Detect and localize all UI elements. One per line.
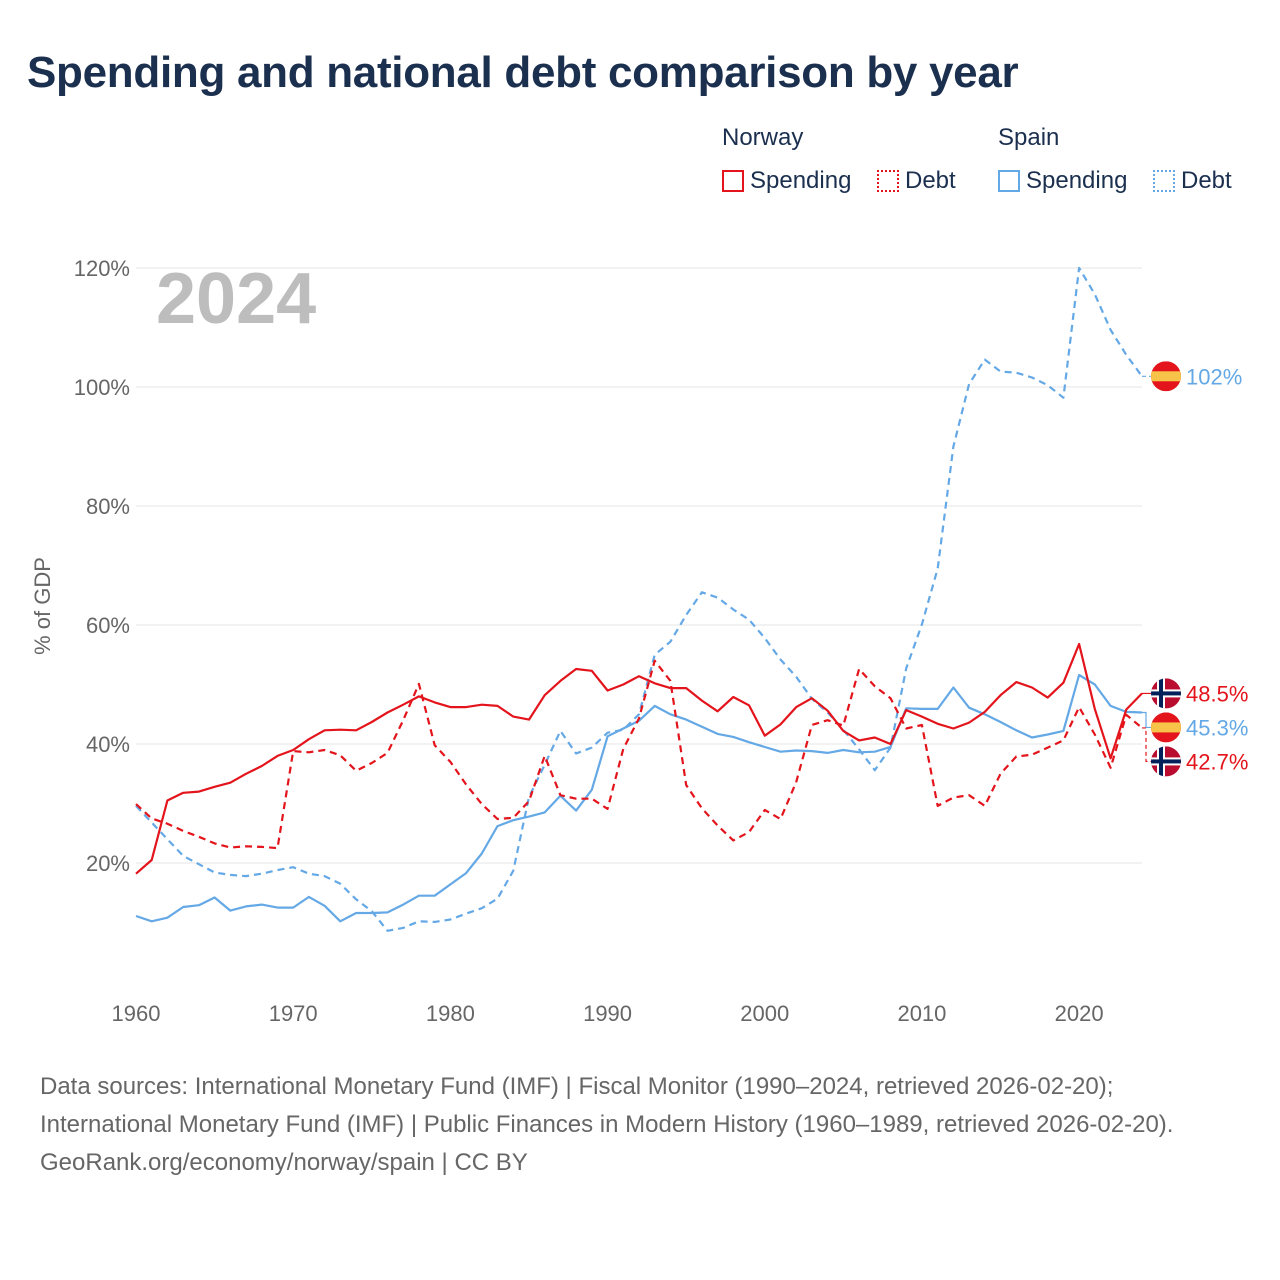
dotted-line-swatch-icon: [1153, 170, 1175, 192]
y-axis-label: % of GDP: [30, 557, 55, 655]
footer: Data sources: International Monetary Fun…: [40, 1068, 1240, 1182]
legend-spain-spending[interactable]: Spending: [998, 166, 1127, 196]
legend-label: Debt: [905, 167, 956, 194]
x-tick-label: 1980: [426, 1001, 475, 1026]
norway-spending-end-label: 48.5%: [1186, 681, 1248, 706]
spain-flag-icon: [1151, 361, 1181, 392]
x-tick-label: 2010: [897, 1001, 946, 1026]
legend-label: Debt: [1181, 167, 1232, 194]
legend-spain-debt[interactable]: Debt: [1153, 166, 1232, 196]
spain-debt-end-label: 102%: [1186, 364, 1242, 389]
y-tick-label: 80%: [86, 494, 130, 519]
y-tick-label: 60%: [86, 613, 130, 638]
legend-norway-spending[interactable]: Spending: [722, 166, 851, 196]
norway-flag-icon: [1151, 678, 1181, 709]
year-overlay: 2024: [156, 259, 316, 339]
attribution-link[interactable]: GeoRank.org/economy/norway/spain | CC BY: [40, 1149, 528, 1176]
x-tick-label: 1990: [583, 1001, 632, 1026]
line-chart: 20% 40% 60% 80% 100% 120% 1960 1970 1980 1990 200…: [30, 256, 1248, 1026]
spain-flag-icon: [1151, 712, 1181, 743]
legend-label: Spending: [1026, 167, 1128, 194]
solid-line-swatch-icon: [998, 170, 1020, 192]
y-tick-label: 100%: [74, 375, 130, 400]
end-connector: [1142, 727, 1152, 763]
legend-norway-debt[interactable]: Debt: [877, 166, 956, 196]
x-tick-label: 2020: [1055, 1001, 1104, 1026]
chart-title: Spending and national debt comparison by…: [27, 48, 1019, 97]
spain-debt-line[interactable]: [135, 266, 1143, 932]
x-axis: 1960 1970 1980 1990 2000 2010 2020: [112, 1001, 1104, 1026]
norway-debt-end-label: 42.7%: [1186, 749, 1248, 774]
legend-group-norway: Norway: [722, 124, 804, 151]
x-tick-label: 1960: [112, 1001, 161, 1026]
spain-spending-line[interactable]: [135, 673, 1143, 923]
data-sources: Data sources: International Monetary Fun…: [40, 1073, 1174, 1138]
legend-group-spain: Spain: [998, 124, 1060, 151]
y-tick-label: 40%: [86, 732, 130, 757]
dotted-line-swatch-icon: [877, 170, 899, 192]
grid: [136, 267, 1142, 864]
solid-line-swatch-icon: [722, 170, 744, 192]
y-tick-label: 20%: [86, 851, 130, 876]
y-axis: 20% 40% 60% 80% 100% 120%: [74, 256, 130, 876]
norway-flag-icon: [1151, 746, 1181, 777]
end-markers: 102% 48.5% 45.3% 42.7%: [1142, 361, 1248, 777]
x-tick-label: 1970: [269, 1001, 318, 1026]
end-connector: [1142, 711, 1152, 729]
norway-debt-line[interactable]: [135, 659, 1143, 850]
norway-spending-line[interactable]: [135, 642, 1143, 875]
x-tick-label: 2000: [740, 1001, 789, 1026]
spain-spending-end-label: 45.3%: [1186, 715, 1248, 740]
series: [135, 266, 1143, 932]
legend-label: Spending: [750, 167, 852, 194]
y-tick-label: 120%: [74, 256, 130, 281]
